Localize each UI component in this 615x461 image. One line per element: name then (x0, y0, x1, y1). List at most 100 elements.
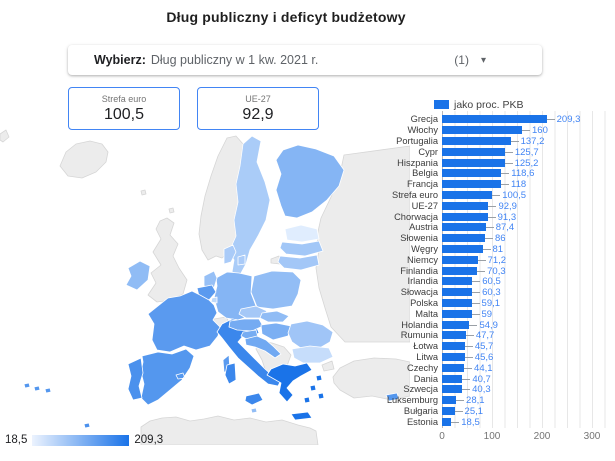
map-country-rumunia[interactable] (287, 320, 334, 350)
map-country-łotwa[interactable] (279, 240, 324, 257)
map-country-afryka-polnocna[interactable] (140, 415, 319, 445)
bar[interactable] (442, 223, 486, 232)
value-label: 54,9 (479, 319, 498, 331)
map-country-włochy[interactable] (216, 318, 282, 406)
chart-row: Niemcy 71,2 (376, 254, 615, 266)
bar[interactable] (442, 190, 493, 199)
x-tick-label: 300 (583, 431, 601, 443)
annotation-stem (485, 227, 494, 229)
bar[interactable] (442, 244, 483, 253)
bar[interactable] (442, 255, 478, 264)
map-country-finlandia[interactable] (275, 144, 345, 219)
stat-card-ue-27: UE-27 92,9 (197, 87, 319, 130)
annotation-stem (469, 324, 478, 326)
bar[interactable] (442, 212, 488, 221)
chart-row: Słowacja 60,3 (376, 287, 615, 298)
map-country-bułgaria[interactable] (291, 345, 334, 364)
map-country-słowacja[interactable] (259, 310, 290, 323)
map-country-wielka-brytania[interactable] (147, 217, 188, 303)
map-legend-max: 209,3 (134, 434, 164, 446)
annotation-stem (501, 184, 509, 186)
bar[interactable] (442, 309, 472, 318)
map-country-szetlandy[interactable] (168, 207, 175, 214)
map-country-turcja[interactable] (321, 357, 410, 401)
annotation-stem (451, 421, 460, 423)
bar[interactable] (442, 363, 465, 372)
bar[interactable] (442, 385, 463, 394)
category-label: Irlandia (407, 276, 439, 287)
bar[interactable] (442, 169, 502, 178)
map-country-węgry[interactable] (260, 322, 292, 341)
map-country-holandia[interactable] (203, 270, 218, 289)
annotation-stem (471, 302, 480, 304)
category-label: Bułgaria (403, 405, 438, 416)
chart-row: Malta 59 (376, 308, 615, 320)
annotation-stem (510, 140, 519, 142)
bar[interactable] (442, 352, 465, 361)
bar-area: 47,7 (442, 330, 615, 341)
x-tick-label: 100 (483, 431, 501, 443)
bar-area: 45,7 (442, 341, 615, 352)
dropdown-caret-icon[interactable]: ▾ (480, 54, 486, 66)
bar[interactable] (442, 201, 489, 210)
bar[interactable] (442, 342, 465, 351)
map-country-grecja[interactable] (266, 362, 325, 421)
chart-row: Irlandia 60,5 (376, 276, 615, 287)
map-country-rosja-wschod[interactable] (315, 145, 410, 343)
chart-row: Cypr 125,7 (376, 146, 615, 158)
bar[interactable] (442, 115, 547, 124)
category-label: Szwecja (403, 384, 438, 395)
bar[interactable] (442, 277, 473, 286)
map-country-litwa[interactable] (277, 254, 320, 271)
map-country-islandia[interactable] (59, 140, 109, 179)
annotation-stem (462, 378, 471, 380)
category-label: Dania (413, 373, 438, 384)
map-country-luksemburg[interactable] (210, 296, 218, 304)
bar[interactable] (442, 266, 478, 275)
value-label: 40,3 (472, 384, 491, 396)
map-country-szwecja[interactable] (228, 135, 271, 276)
bar[interactable] (442, 234, 485, 243)
bar[interactable] (442, 320, 470, 329)
map-country-estonia[interactable] (284, 224, 320, 243)
bar[interactable] (442, 396, 457, 405)
chart-row: Hiszpania 125,2 (376, 157, 615, 169)
map-country-cypr[interactable] (385, 392, 400, 402)
bar[interactable] (442, 147, 505, 156)
annotation-stem (522, 130, 530, 132)
chart-row: Portugalia 137,2 (376, 136, 615, 147)
legend-swatch-icon (434, 100, 449, 109)
annotation-stem (472, 292, 481, 294)
map-country-malta[interactable] (250, 407, 258, 414)
map-country-wyspy-owcze[interactable] (140, 189, 147, 196)
bar[interactable] (442, 406, 455, 415)
annotation-stem (471, 313, 480, 315)
chart-x-axis: 0 100 200 300 (376, 430, 615, 444)
map-country-irlandia[interactable] (125, 260, 151, 291)
map-country-chorwacja[interactable] (244, 335, 282, 359)
filter-dropdown[interactable]: Wybierz: Dług publiczny w 1 kw. 2021 r. … (68, 45, 542, 75)
category-label: Francja (406, 179, 438, 190)
annotation-stem (464, 367, 473, 369)
bar[interactable] (442, 288, 473, 297)
annotation-stem (454, 410, 463, 412)
map-country-grenlandia-fragment[interactable] (0, 129, 10, 143)
map-country-hiszpania[interactable] (23, 348, 195, 406)
map-country-portugalia[interactable] (83, 357, 144, 429)
bar[interactable] (442, 126, 522, 135)
value-label: 118,6 (511, 168, 535, 180)
bar[interactable] (442, 136, 511, 145)
map-country-austria[interactable] (228, 318, 264, 332)
bar[interactable] (442, 158, 505, 167)
bar[interactable] (442, 331, 466, 340)
annotation-stem (464, 356, 473, 358)
annotation-stem (472, 281, 481, 283)
map-country-dania[interactable] (223, 244, 246, 266)
map-country-polska[interactable] (250, 270, 302, 310)
europe-map[interactable] (0, 128, 410, 445)
bar[interactable] (442, 374, 463, 383)
bar[interactable] (442, 417, 452, 426)
stat-value: 92,9 (242, 105, 274, 123)
bar[interactable] (442, 180, 501, 189)
bar[interactable] (442, 298, 472, 307)
